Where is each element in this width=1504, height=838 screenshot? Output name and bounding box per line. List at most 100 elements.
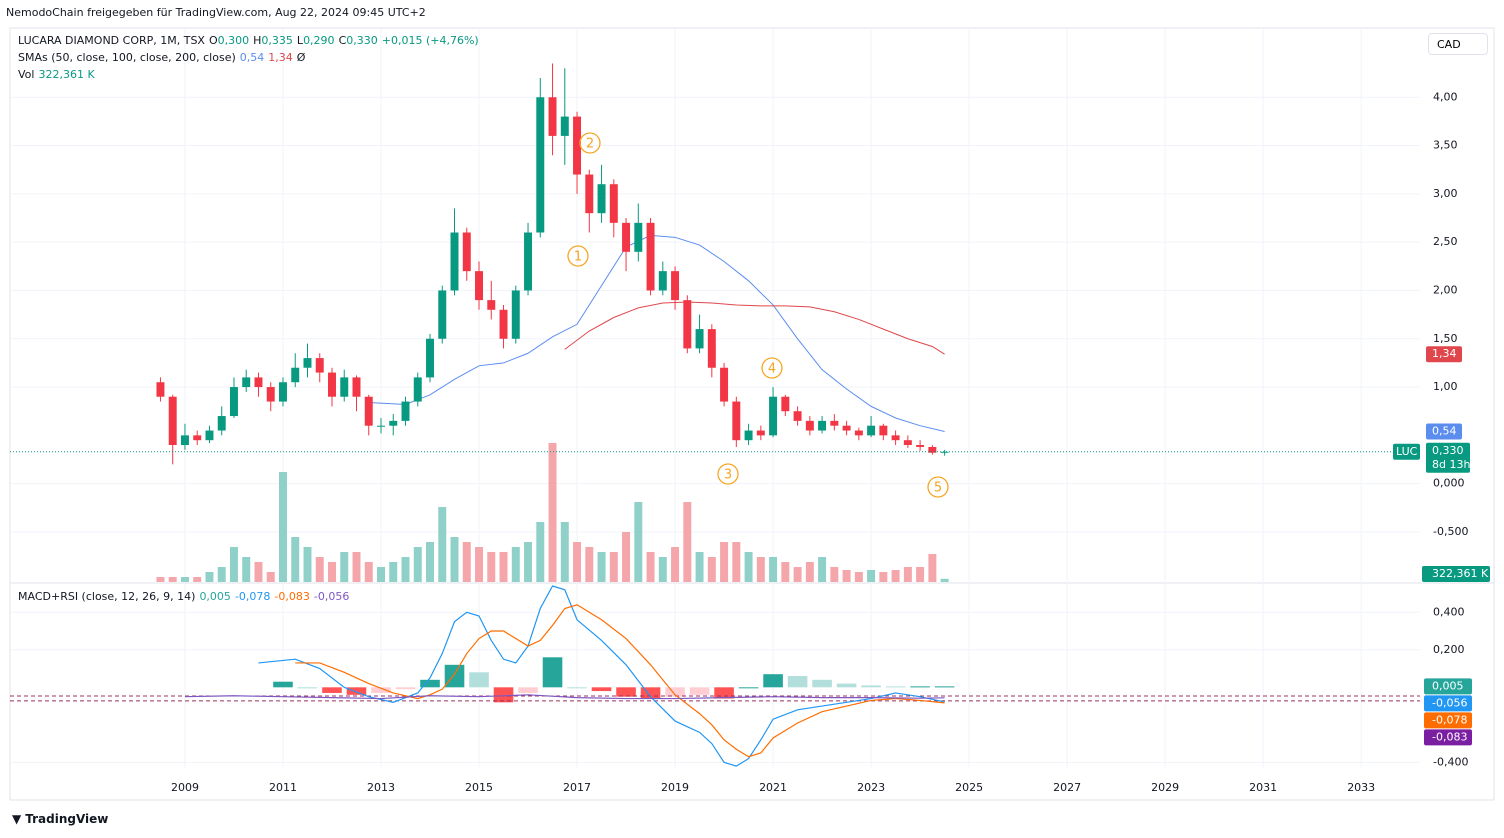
candle-body [769,396,778,436]
indicator-tag [1424,695,1472,712]
indicator-value-label: -0,083 [1432,730,1467,743]
volume-bar [193,577,202,582]
vol-legend-value: 322,361 K [38,68,95,81]
volume-bar [303,547,312,582]
volume-bar [781,562,790,582]
candle-body [291,367,300,383]
volume-bar [487,552,496,582]
y-tick-label: 4,00 [1433,90,1458,103]
candle-body [879,425,888,436]
volume-bar [168,577,177,582]
candle-body [916,445,925,447]
candle-body [597,184,606,214]
sma-value-tag [1426,346,1462,363]
currency-button[interactable]: CAD [1428,33,1488,55]
volume-bar [732,542,741,582]
candle-body [548,97,557,136]
candle-body [744,430,753,441]
x-tick-label: 2033 [1347,781,1375,794]
volume-legend: Vol 322,361 K [18,68,99,81]
y-tick-label: 0,200 [1433,643,1465,656]
candle-body [622,222,631,252]
candle-body [781,396,790,412]
volume-bar [903,567,912,582]
histogram-bar [346,687,367,695]
x-tick-label: 2029 [1151,781,1179,794]
volume-bar [879,572,888,582]
candle-body [928,446,937,453]
volume-bar [426,542,434,582]
change-value: +0,015 (+4,76%) [381,34,479,47]
volume-tag [1422,566,1490,582]
macd-title: MACD+RSI (close, 12, 26, 9, 14) [18,590,196,603]
sma-legend-value: Ø [296,51,306,64]
candle-body [560,116,569,136]
indicator-tag [1424,712,1472,729]
ohlc-key: O [208,34,218,47]
candle-body [242,377,251,388]
histogram-bar [738,687,759,689]
histogram-bar [542,657,563,688]
symbol-title: LUCARA DIAMOND CORP, 1M, TSX [18,34,205,47]
volume-bar [328,562,336,582]
histogram-bar [689,687,710,695]
annotation-circle [927,476,949,498]
histogram-bar [469,672,489,688]
candle-body [646,222,655,291]
histogram-bar [493,687,514,703]
sma-title: SMAs (50, close, 100, close, 200, close) [18,51,236,64]
candle-body [707,329,716,368]
histogram-bar [518,687,538,693]
volume-bar [450,537,459,582]
candle-body [401,401,410,421]
annotation-circle [579,132,601,154]
volume-bar [499,552,508,582]
histogram-bar [934,686,955,688]
volume-bar [266,572,275,582]
price-legend: LUCARA DIAMOND CORP, 1M, TSX O0,300 H0,335… [18,34,483,47]
volume-bar [389,562,398,582]
x-tick-label: 2031 [1249,781,1277,794]
candle-body [438,290,447,339]
volume-bar [242,557,251,582]
histogram-bar [297,687,318,689]
volume-bar [916,567,925,582]
x-tick-label: 2011 [269,781,297,794]
volume-bar [867,570,876,582]
candle-body [940,451,949,453]
volume-bar [671,547,680,582]
volume-bar [622,532,631,582]
symbol-tag [1393,443,1420,460]
volume-bar [646,552,655,582]
sma-line [564,301,945,355]
candle-body [891,435,900,441]
sma-legend-value: 0,54 [239,51,265,64]
candle-body [205,430,214,441]
volume-bar [769,557,778,582]
y-tick-label: -0,400 [1433,755,1468,768]
y-tick-label: 3,50 [1433,139,1458,152]
candle-body [499,309,508,339]
candle-body [168,396,177,446]
volume-bar [462,542,471,582]
volume-bar [536,522,545,582]
histogram-bar [763,674,783,688]
volume-bar [279,472,287,582]
volume-bar [180,577,189,582]
annotation-label: 2 [586,137,594,152]
volume-bar [291,537,300,582]
volume-bar [940,578,949,582]
last-price-tag [1426,442,1470,473]
volume-bar [658,557,667,582]
volume-bar [377,567,385,582]
histogram-bar [836,683,857,688]
sma-value-label: 0,54 [1432,424,1457,437]
y-tick-label: 3,00 [1433,187,1458,200]
volume-bar [524,542,533,582]
volume-bar [340,552,349,582]
histogram-bar [420,679,440,688]
volume-bar [609,552,618,582]
annotation-circle [717,463,739,485]
histogram-bar [591,687,612,692]
x-tick-label: 2015 [465,781,493,794]
